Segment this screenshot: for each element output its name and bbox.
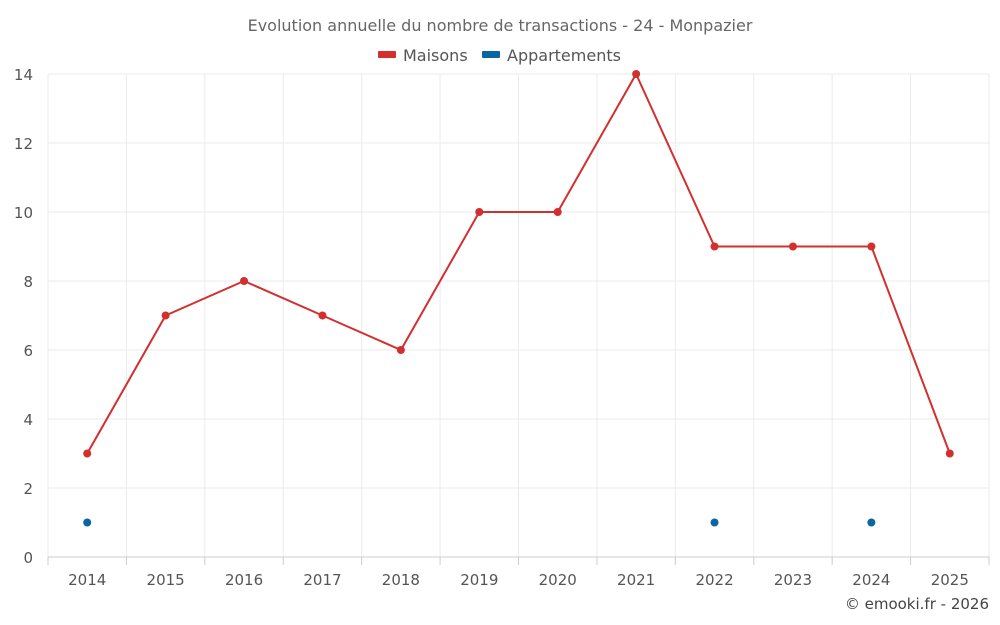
x-tick-label-2019: 2019 xyxy=(460,571,498,589)
x-tick-label-2017: 2017 xyxy=(303,571,341,589)
x-tick-label-2016: 2016 xyxy=(225,571,263,589)
legend-swatch-appartements xyxy=(482,51,500,58)
y-tick-label: 6 xyxy=(23,342,33,360)
chart-title: Evolution annuelle du nombre de transact… xyxy=(248,16,753,35)
series-appartements xyxy=(83,518,876,527)
data-point-appartements-2024[interactable] xyxy=(867,518,876,527)
data-point-maisons-2023[interactable] xyxy=(788,242,797,251)
series xyxy=(83,70,954,527)
x-tick-label-2021: 2021 xyxy=(617,571,655,589)
x-tick-label-2015: 2015 xyxy=(147,571,185,589)
x-tick-label-2022: 2022 xyxy=(695,571,733,589)
grid xyxy=(47,73,990,557)
data-point-maisons-2024[interactable] xyxy=(867,242,876,251)
legend-label-maisons: Maisons xyxy=(403,46,468,65)
x-tick-label-2020: 2020 xyxy=(539,571,577,589)
data-point-maisons-2025[interactable] xyxy=(945,449,954,458)
x-tick-label-2024: 2024 xyxy=(852,571,890,589)
legend-swatch-maisons xyxy=(378,51,396,58)
data-point-maisons-2014[interactable] xyxy=(83,449,92,458)
data-point-maisons-2017[interactable] xyxy=(318,311,327,320)
y-tick-label: 4 xyxy=(23,411,33,429)
data-point-maisons-2018[interactable] xyxy=(396,346,405,354)
data-point-maisons-2021[interactable] xyxy=(632,70,641,78)
y-axis: 0 2 4 6 8 10 12 14 xyxy=(14,66,33,567)
y-tick-label: 2 xyxy=(23,480,33,498)
legend-item-maisons[interactable]: Maisons xyxy=(378,46,468,65)
y-tick-label: 12 xyxy=(14,135,33,153)
series-line-maisons xyxy=(86,73,951,454)
data-point-maisons-2020[interactable] xyxy=(553,208,562,216)
data-point-appartements-2014[interactable] xyxy=(83,518,92,527)
y-tick-label: 0 xyxy=(23,549,33,567)
x-axis: 2014 2015 2016 2017 2018 2019 2020 2021 2022 2023… xyxy=(47,556,990,589)
data-point-maisons-2016[interactable] xyxy=(240,277,249,285)
series-maisons xyxy=(83,70,954,458)
data-point-maisons-2015[interactable] xyxy=(161,311,170,320)
x-tick-label-2018: 2018 xyxy=(382,571,420,589)
legend-label-appartements: Appartements xyxy=(507,46,621,65)
data-point-appartements-2022[interactable] xyxy=(710,518,719,527)
x-tick-label-2025: 2025 xyxy=(931,571,969,589)
legend-item-appartements[interactable]: Appartements xyxy=(482,46,621,65)
y-tick-label: 14 xyxy=(14,66,33,84)
data-point-maisons-2019[interactable] xyxy=(475,208,484,216)
data-point-maisons-2022[interactable] xyxy=(710,242,719,251)
x-tick-label-2014: 2014 xyxy=(68,571,106,589)
legend: Maisons Appartements xyxy=(378,46,621,65)
credit-text: © emooki.fr - 2026 xyxy=(845,595,989,613)
x-tick-label-2023: 2023 xyxy=(774,571,812,589)
y-tick-label: 10 xyxy=(14,204,33,222)
y-tick-label: 8 xyxy=(23,273,33,291)
